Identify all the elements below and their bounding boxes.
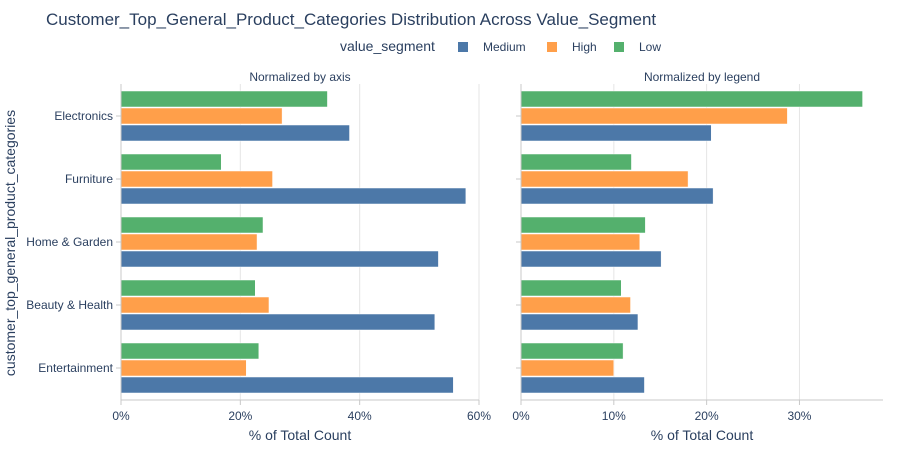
bar-medium-beauty-health[interactable] <box>120 313 436 331</box>
panel-1: Normalized by axis 0% 20% 40% 60% % of Total … <box>26 70 491 443</box>
y-tick-label: Furniture <box>65 172 113 186</box>
bar-low-furniture[interactable] <box>120 153 222 171</box>
legend-label-low: Low <box>639 40 661 54</box>
panel-subtitle: Normalized by legend <box>644 70 760 84</box>
x-axis-title: % of Total Count <box>651 427 754 443</box>
y-tick-label: Entertainment <box>38 361 113 375</box>
legend-item-high[interactable]: High <box>547 40 597 54</box>
bar-medium-home-garden[interactable] <box>520 250 662 268</box>
bar-high-beauty-health[interactable] <box>120 296 270 314</box>
bar-high-entertainment[interactable] <box>520 359 615 377</box>
panels: Normalized by axis 0% 20% 40% 60% % of Total … <box>26 70 883 443</box>
bar-low-electronics[interactable] <box>520 90 863 108</box>
bar-high-home-garden[interactable] <box>520 233 641 251</box>
panel-subtitle: Normalized by axis <box>249 70 350 84</box>
bar-low-furniture[interactable] <box>520 153 632 171</box>
bar-medium-furniture[interactable] <box>520 187 714 205</box>
x-tick-label: 60% <box>467 409 491 423</box>
panel-2: Normalized by legend 0% 10% 20% 30% % of Tota… <box>512 70 883 443</box>
bar-high-home-garden[interactable] <box>120 233 258 251</box>
x-tick-label: 0% <box>112 409 130 423</box>
x-tick-label: 40% <box>348 409 372 423</box>
bar-high-furniture[interactable] <box>520 170 689 188</box>
bar-high-beauty-health[interactable] <box>520 296 631 314</box>
y-axis-title: customer_top_general_product_categories <box>2 110 18 376</box>
bar-medium-home-garden[interactable] <box>120 250 439 268</box>
bar-low-electronics[interactable] <box>120 90 328 108</box>
bar-low-entertainment[interactable] <box>520 342 624 360</box>
bar-low-entertainment[interactable] <box>120 342 260 360</box>
bar-high-entertainment[interactable] <box>120 359 247 377</box>
bar-medium-electronics[interactable] <box>520 124 712 142</box>
x-tick-label: 10% <box>602 409 626 423</box>
bar-low-beauty-health[interactable] <box>120 279 256 297</box>
bar-medium-beauty-health[interactable] <box>520 313 639 331</box>
bar-medium-entertainment[interactable] <box>120 376 454 394</box>
legend: Medium High Low <box>458 40 661 54</box>
legend-label-high: High <box>572 40 597 54</box>
x-tick-label: 20% <box>228 409 252 423</box>
chart-title: Customer_Top_General_Product_Categories … <box>46 10 656 29</box>
bar-low-home-garden[interactable] <box>120 216 264 234</box>
bar-low-beauty-health[interactable] <box>520 279 622 297</box>
bar-low-home-garden[interactable] <box>520 216 646 234</box>
x-tick-label: 30% <box>787 409 811 423</box>
legend-swatch-medium <box>458 42 468 52</box>
bar-medium-electronics[interactable] <box>120 124 350 142</box>
x-axis-title: % of Total Count <box>249 427 352 443</box>
legend-label-medium: Medium <box>483 40 526 54</box>
legend-item-medium[interactable]: Medium <box>458 40 526 54</box>
y-tick-label: Beauty & Health <box>26 298 113 312</box>
legend-title: value_segment <box>340 38 435 54</box>
bar-medium-entertainment[interactable] <box>520 376 645 394</box>
x-tick-label: 0% <box>512 409 530 423</box>
x-tick-label: 20% <box>695 409 719 423</box>
legend-swatch-low <box>614 42 624 52</box>
legend-swatch-high <box>547 42 557 52</box>
bar-high-electronics[interactable] <box>120 107 283 125</box>
y-tick-label: Home & Garden <box>26 235 113 249</box>
bar-medium-furniture[interactable] <box>120 187 467 205</box>
bar-high-electronics[interactable] <box>520 107 788 125</box>
bar-high-furniture[interactable] <box>120 170 273 188</box>
y-tick-label: Electronics <box>54 109 113 123</box>
legend-item-low[interactable]: Low <box>614 40 661 54</box>
